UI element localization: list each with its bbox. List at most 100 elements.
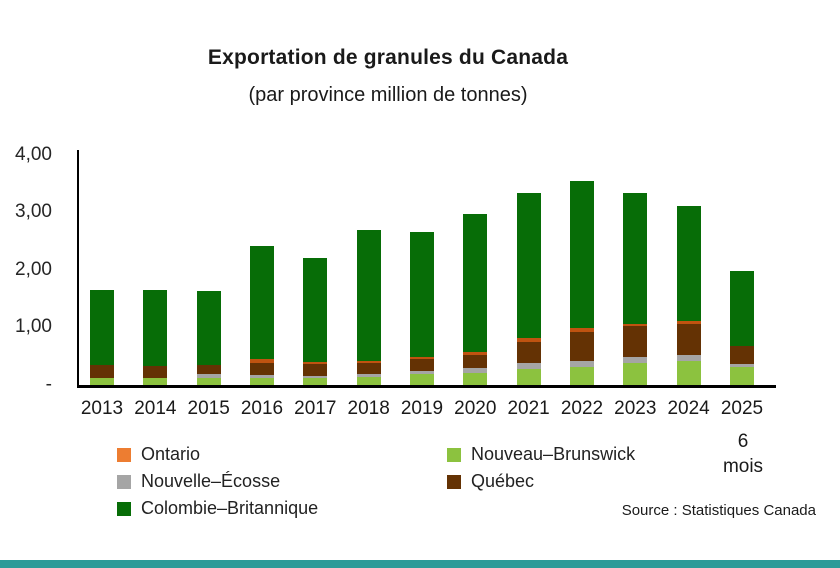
y-tick-label: - xyxy=(45,374,52,395)
legend-item-nouvelle–écosse: Nouvelle–Écosse xyxy=(117,468,318,495)
bar-segment-2024 xyxy=(676,324,701,355)
bar-segment-2022 xyxy=(569,361,594,367)
bar-segment-2021 xyxy=(516,193,541,338)
legend-item-ontario: Ontario xyxy=(117,441,318,468)
legend-swatch xyxy=(117,447,131,462)
bar-segment-2020 xyxy=(463,373,488,385)
bar-2019 xyxy=(409,232,434,385)
legend-label: Nouveau–Brunswick xyxy=(471,444,636,464)
y-axis-line xyxy=(77,150,79,387)
bar-segment-2015 xyxy=(196,291,221,365)
legend-item-québec: Québec xyxy=(447,468,635,495)
x-axis-label-2017: 2017 xyxy=(294,398,337,419)
legend-swatch xyxy=(447,474,461,489)
bar-2013 xyxy=(90,290,114,385)
bar-segment-2013 xyxy=(90,365,114,378)
bar-segment-2024 xyxy=(676,321,701,324)
source-caption: Source : Statistiques Canada xyxy=(621,502,816,519)
bar-segment-2021 xyxy=(516,369,541,385)
bar-segment-2016 xyxy=(249,375,274,378)
bar-segment-2023 xyxy=(623,193,648,324)
bar-segment-2021 xyxy=(516,342,541,363)
y-tick-label: 3,00 xyxy=(15,201,52,223)
x-axis-label-2016: 2016 xyxy=(240,398,284,419)
legend-label: Québec xyxy=(471,471,535,491)
legend-swatch xyxy=(447,447,461,462)
y-tick-label: 2,00 xyxy=(15,258,52,280)
x-axis-note-line: 6 xyxy=(737,431,749,452)
x-axis-label-2024: 2024 xyxy=(667,398,710,419)
chart-title: Exportation de granules du Canada xyxy=(207,46,569,69)
legend-label: Nouvelle–Écosse xyxy=(141,471,281,491)
bar-2015 xyxy=(196,291,221,385)
bar-segment-2021 xyxy=(516,338,541,342)
legend-swatch xyxy=(117,501,131,516)
bar-segment-2014 xyxy=(143,290,168,366)
x-axis-label-2013: 2013 xyxy=(80,398,124,419)
bar-segment-2024 xyxy=(676,361,701,385)
bar-segment-2020 xyxy=(463,214,488,352)
y-tick-label: 4,00 xyxy=(15,143,52,165)
bar-segment-2025 xyxy=(729,346,754,364)
x-axis-label-2020: 2020 xyxy=(454,398,497,419)
bar-segment-2013 xyxy=(90,378,114,385)
bar-segment-2020 xyxy=(463,368,488,373)
y-axis: 4,00 3,00 2,00 1,00 - xyxy=(0,0,52,400)
bar-segment-2017 xyxy=(303,362,328,364)
legend-label: Ontario xyxy=(141,444,201,464)
bar-segment-2017 xyxy=(303,364,328,376)
legend-swatch xyxy=(117,474,131,489)
y-tick-label: 1,00 xyxy=(15,316,52,338)
bar-segment-2016 xyxy=(249,246,274,359)
bar-segment-2014 xyxy=(143,366,168,378)
bar-segment-2016 xyxy=(249,359,274,363)
bar-2017 xyxy=(303,258,328,385)
bar-segment-2015 xyxy=(196,374,221,378)
bar-segment-2022 xyxy=(569,332,594,361)
bar-segment-2017 xyxy=(303,378,328,385)
footer-accent-bar xyxy=(0,560,840,568)
x-axis-label-2015: 2015 xyxy=(187,398,230,419)
bar-segment-2022 xyxy=(569,367,594,385)
x-axis-label-2025: 2025 xyxy=(720,398,764,419)
x-axis: 2013 2014 2015 2016 2017 2018 2019 2020 2021 2022… xyxy=(78,397,776,423)
bar-segment-2023 xyxy=(623,326,648,357)
bar-2014 xyxy=(143,290,168,385)
legend-column-1: Ontario Nouvelle–Écosse Colombie–Britanniq… xyxy=(117,441,318,522)
bar-segment-2022 xyxy=(569,328,594,332)
bar-segment-2022 xyxy=(569,181,594,328)
bar-segment-2018 xyxy=(356,363,381,374)
x-axis-label-2014: 2014 xyxy=(134,398,177,419)
x-axis-label-2019: 2019 xyxy=(400,398,444,419)
legend-label: Colombie–Britannique xyxy=(141,498,319,518)
bar-segment-2023 xyxy=(623,324,648,326)
bar-segment-2013 xyxy=(90,290,114,365)
bar-segment-2018 xyxy=(356,230,381,361)
bar-2016 xyxy=(249,246,274,385)
x-axis-line xyxy=(77,385,776,388)
bar-2018 xyxy=(356,230,381,385)
bar-segment-2025 xyxy=(729,271,754,346)
bar-segment-2019 xyxy=(409,371,434,374)
bar-segment-2023 xyxy=(623,357,648,363)
bar-segment-2020 xyxy=(463,355,488,368)
bar-segment-2017 xyxy=(303,258,328,362)
bar-segment-2018 xyxy=(356,374,381,377)
bar-segment-2016 xyxy=(249,363,274,375)
x-axis-note-line: mois xyxy=(722,456,764,477)
chart-subtitle: (par province million de tonnes) xyxy=(248,84,528,106)
bar-segment-2021 xyxy=(516,363,541,369)
bar-2022 xyxy=(569,181,594,385)
bar-segment-2025 xyxy=(729,364,754,367)
plot-area xyxy=(78,150,776,385)
bar-segment-2024 xyxy=(676,355,701,361)
bar-segment-2017 xyxy=(303,376,328,378)
bar-segment-2023 xyxy=(623,363,648,385)
bar-segment-2024 xyxy=(676,206,701,321)
bar-segment-2025 xyxy=(729,367,754,385)
bar-segment-2015 xyxy=(196,378,221,385)
legend-item-nouveau–brunswick: Nouveau–Brunswick xyxy=(447,441,635,468)
bar-segment-2018 xyxy=(356,361,381,363)
bar-2024 xyxy=(676,206,701,385)
x-axis-label-2018: 2018 xyxy=(347,398,390,419)
